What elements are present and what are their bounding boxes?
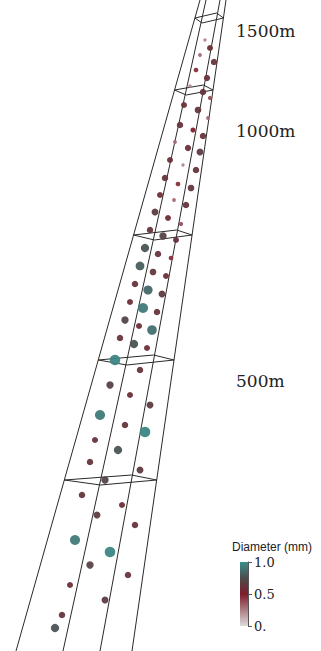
- svg-text:1500m: 1500m: [236, 21, 295, 41]
- svg-text:500m: 500m: [236, 371, 285, 391]
- svg-text:0.: 0.: [254, 619, 266, 634]
- svg-text:Diameter (mm): Diameter (mm): [232, 540, 312, 554]
- svg-text:1.0: 1.0: [254, 555, 275, 570]
- svg-text:1000m: 1000m: [236, 121, 295, 141]
- svg-text:0.5: 0.5: [254, 587, 275, 602]
